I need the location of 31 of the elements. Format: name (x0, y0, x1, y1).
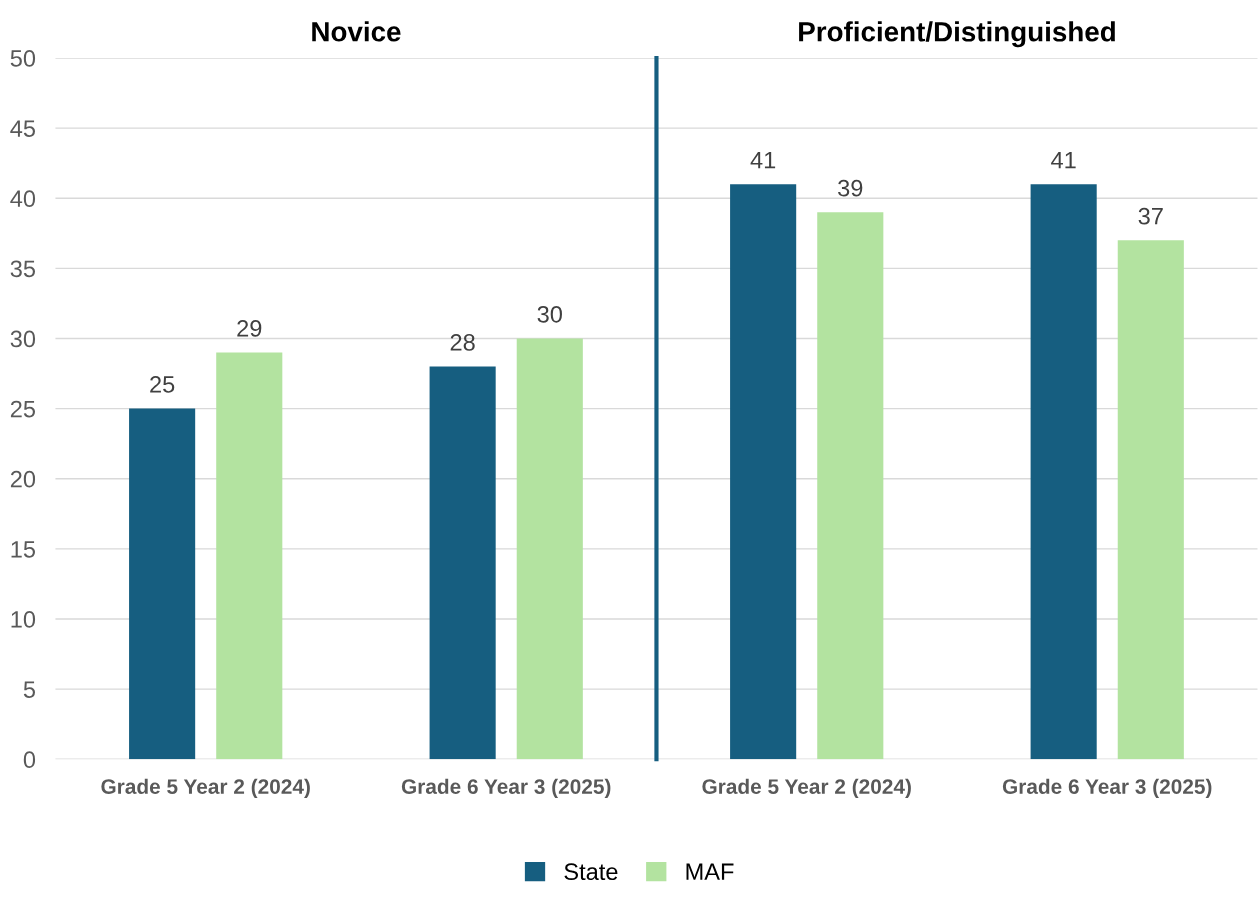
data-label: 25 (150, 376, 175, 393)
y-tick-label: 0 (23, 751, 36, 769)
y-tick-label: 15 (11, 541, 36, 558)
bar (216, 352, 283, 760)
y-tick-label: 20 (10, 470, 36, 488)
data-label: 29 (237, 320, 262, 337)
x-tick-label: Grade 5 Year 2 (2024) (101, 778, 310, 799)
bar (516, 338, 583, 760)
x-tick-label: Grade 6 Year 3 (2025) (1002, 778, 1212, 799)
data-label: 39 (838, 179, 863, 197)
y-tick-label: 45 (10, 120, 36, 137)
chart-title: Novice (312, 21, 401, 42)
data-label: 28 (450, 334, 475, 351)
x-tick-label: Grade 6 Year 3 (2025) (401, 778, 611, 799)
y-tick-label: 35 (10, 260, 36, 278)
data-label: 41 (1051, 151, 1076, 169)
x-tick-label: Grade 5 Year 2 (2024) (702, 778, 911, 799)
data-label: 41 (750, 151, 776, 169)
bar (429, 366, 496, 760)
y-tick-label: 50 (10, 50, 36, 67)
y-tick-label: 10 (11, 611, 36, 628)
data-label: 30 (537, 305, 562, 323)
y-tick-label: 30 (10, 330, 36, 348)
y-tick-label: 40 (10, 190, 36, 208)
legend-label: MAF (686, 863, 734, 880)
data-label: 37 (1138, 207, 1163, 225)
legend-label: State (564, 863, 618, 881)
chart-title: Proficient/Distinguished (799, 21, 1115, 48)
bar (129, 408, 196, 760)
y-tick-label: 5 (23, 681, 36, 698)
y-tick-label: 25 (10, 400, 36, 418)
